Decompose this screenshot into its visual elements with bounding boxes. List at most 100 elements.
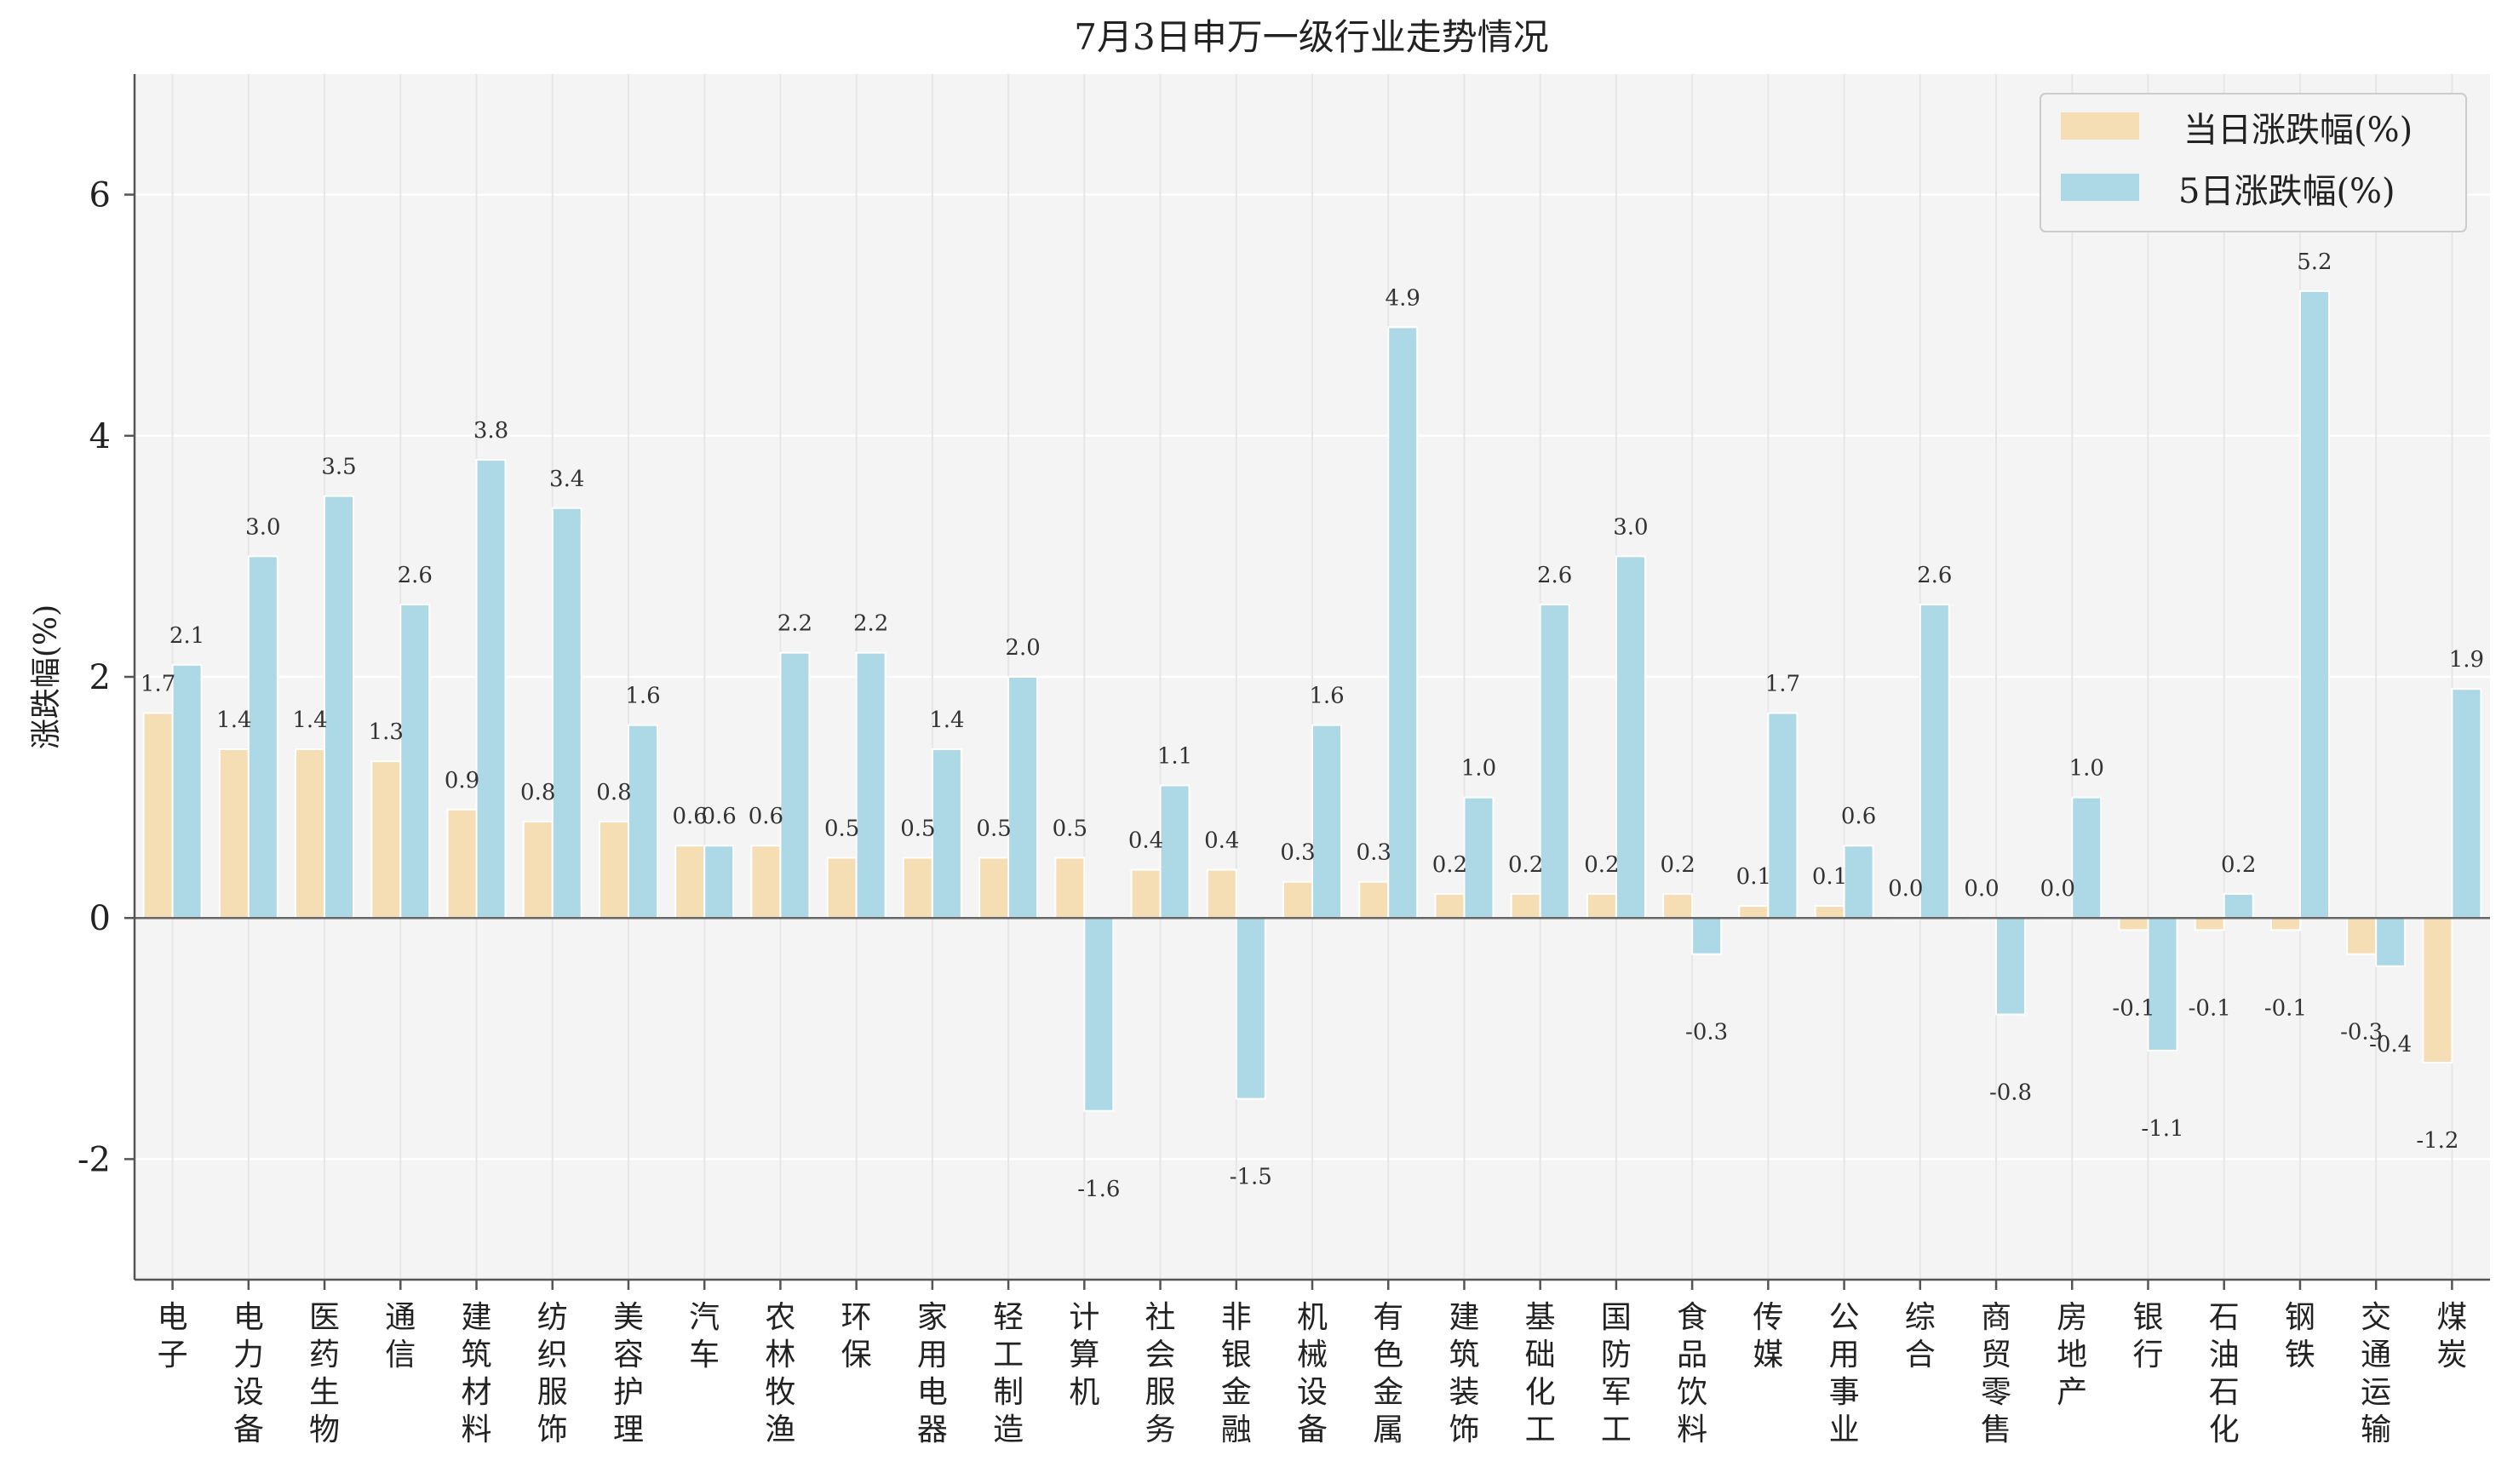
data-label-daily: 0.5: [900, 816, 935, 841]
data-label-daily: 1.4: [292, 708, 327, 733]
data-label-daily: 1.7: [141, 671, 175, 696]
bar-5day: [2223, 892, 2254, 920]
data-label-daily: 0.2: [1660, 852, 1695, 878]
data-label-5day: 1.4: [929, 708, 964, 733]
data-label-daily: -1.2: [2416, 1128, 2458, 1154]
data-label-5day: 0.2: [2221, 852, 2256, 878]
data-label-5day: 1.6: [1309, 684, 1344, 709]
data-label-daily: 0.4: [1128, 828, 1163, 854]
bar-5day: [1843, 845, 1874, 920]
bar-5day: [627, 724, 658, 920]
bar-5day: [855, 651, 886, 920]
bar-daily: [2118, 917, 2149, 931]
y-tick-label: 2: [89, 658, 111, 697]
legend-label-5day: 5日涨跌幅(%): [2178, 172, 2395, 211]
data-label-5day: -0.4: [2369, 1032, 2412, 1057]
bar-daily: [2422, 917, 2453, 1064]
bar-5day: [1387, 326, 1419, 920]
x-tick-label: 非银金融: [1221, 1300, 1252, 1447]
x-tick-label: 汽车: [689, 1300, 720, 1372]
x-tick-label: 钢铁: [2285, 1300, 2315, 1372]
bar-daily: [1282, 880, 1313, 920]
x-tick-label: 综合: [1905, 1300, 1936, 1372]
bar-5day: [2375, 917, 2407, 967]
bar-5day: [551, 507, 582, 920]
bar-5day: [2451, 688, 2482, 920]
chart-title: 7月3日申万一级行业走势情况: [1074, 16, 1548, 58]
data-label-5day: -1.6: [1077, 1177, 1120, 1202]
bar-5day: [1539, 604, 1570, 920]
data-label-5day: 3.0: [245, 514, 280, 540]
data-label-5day: -1.5: [1230, 1165, 1272, 1190]
bar-daily: [902, 857, 933, 920]
x-tick-label: 国防军工: [1601, 1300, 1632, 1447]
bar-5day: [2298, 289, 2330, 920]
x-tick-label: 建筑装饰: [1449, 1300, 1479, 1447]
data-label-5day: 2.2: [853, 611, 888, 637]
data-label-daily: 0.2: [1584, 852, 1619, 878]
data-label-5day: 0.6: [1841, 804, 1876, 829]
x-tick-label: 石油石化: [2209, 1300, 2240, 1447]
data-label-daily: -0.3: [2340, 1020, 2383, 1046]
bar-5day: [1767, 712, 1799, 920]
bar-daily: [2269, 917, 2301, 931]
legend-swatch-daily: [2061, 112, 2139, 140]
bar-daily: [750, 845, 782, 920]
bar-5day: [1691, 917, 1723, 955]
legend-swatch-5day: [2061, 174, 2139, 201]
data-label-5day: 3.5: [321, 455, 356, 480]
x-tick-label: 传媒: [1753, 1300, 1783, 1372]
bar-5day: [1159, 784, 1191, 920]
bar-daily: [1206, 868, 1237, 920]
data-label-daily: 0.9: [445, 768, 479, 794]
x-tick-label: 家用电器: [917, 1300, 948, 1447]
data-label-5day: 2.2: [777, 611, 812, 637]
legend-label-daily: 当日涨跌幅(%): [2183, 111, 2413, 150]
x-tick-label: 建筑材料: [462, 1300, 492, 1447]
bar-5day: [1083, 917, 1115, 1112]
data-label-daily: 0.5: [824, 816, 859, 841]
bar-5day: [399, 604, 431, 920]
data-label-daily: -0.1: [2189, 995, 2231, 1021]
x-tick-label: 通信: [385, 1300, 416, 1372]
data-label-5day: 2.6: [398, 563, 433, 588]
y-axis-label: 涨跌幅(%): [29, 604, 64, 749]
data-label-5day: 3.0: [1613, 514, 1648, 540]
data-label-daily: 0.6: [749, 804, 783, 829]
data-label-5day: -0.3: [1685, 1020, 1728, 1046]
data-label-5day: 2.0: [1005, 635, 1040, 661]
bar-5day: [1615, 555, 1646, 920]
data-label-daily: 0.5: [976, 816, 1011, 841]
x-tick-label: 银行: [2132, 1300, 2163, 1372]
data-label-daily: 0.2: [1508, 852, 1543, 878]
bar-daily: [1434, 892, 1466, 920]
bar-daily: [1738, 905, 1770, 920]
bar-daily: [2194, 917, 2225, 931]
data-label-5day: 1.9: [2449, 647, 2484, 673]
x-tick-label: 纺织服饰: [537, 1300, 568, 1447]
legend-box: [2040, 93, 2467, 232]
bar-daily: [218, 748, 250, 920]
data-label-daily: 0.3: [1357, 840, 1391, 866]
bar-5day: [2071, 796, 2103, 920]
data-label-5day: -0.8: [1989, 1080, 2032, 1105]
bar-daily: [446, 808, 478, 920]
data-label-5day: 1.6: [625, 684, 660, 709]
data-label-daily: 0.0: [2040, 876, 2075, 902]
x-tick-label: 基础化工: [1525, 1300, 1556, 1447]
bar-daily: [978, 857, 1010, 920]
x-tick-label: 社会服务: [1145, 1300, 1176, 1447]
bar-5day: [1919, 604, 1950, 920]
bar-5day: [475, 459, 507, 920]
x-tick-label: 环保: [841, 1300, 872, 1372]
data-label-daily: 0.8: [520, 780, 555, 805]
data-label-5day: -1.1: [2141, 1116, 2183, 1142]
x-tick-label: 食品饮料: [1677, 1300, 1707, 1447]
data-label-daily: 1.3: [369, 719, 404, 745]
bar-daily: [1510, 892, 1541, 920]
x-tick-label: 电子: [158, 1300, 188, 1372]
bar-daily: [1662, 892, 1694, 920]
data-label-5day: 3.8: [473, 418, 508, 444]
data-label-daily: 0.1: [1812, 864, 1847, 890]
